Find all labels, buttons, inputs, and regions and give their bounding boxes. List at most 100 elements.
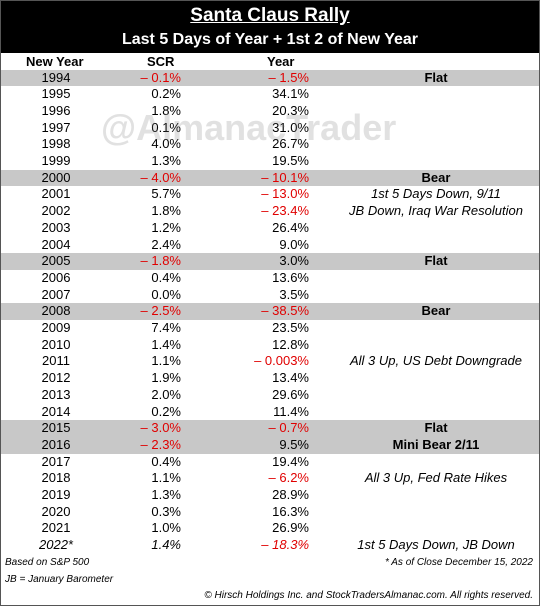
year-change-cell: – 6.2%	[268, 470, 309, 486]
year-change-cell: 9.5%	[279, 436, 309, 452]
scr-cell: – 3.0%	[140, 420, 181, 436]
year-change-cell: – 10.1%	[261, 169, 309, 185]
year-change-cell: 29.6%	[272, 386, 309, 402]
table-row: 2008 – 2.5% – 38.5% Bear	[1, 303, 539, 320]
scr-cell: 1.8%	[151, 102, 181, 118]
column-header: New Year	[26, 54, 84, 69]
scr-cell: 0.4%	[151, 269, 181, 285]
footer-legend: JB = January Barometer	[5, 574, 114, 585]
year-change-cell: – 1.5%	[268, 69, 309, 85]
year-cell: 2005	[41, 253, 71, 269]
table-row: 2022* 1.4% – 18.3% 1st 5 Days Down, JB Down	[1, 537, 539, 554]
year-cell: 2001	[41, 186, 71, 202]
table-row: 2007 0.0% 3.5%	[1, 287, 539, 304]
year-change-cell: 13.4%	[272, 370, 309, 386]
year-change-cell: 16.3%	[272, 503, 309, 519]
year-cell: 2006	[41, 269, 71, 285]
scr-cell: 2.4%	[151, 236, 181, 252]
year-cell: 2014	[41, 403, 71, 419]
column-header: Year	[267, 54, 295, 69]
table-row: 2009 7.4% 23.5%	[1, 320, 539, 337]
table-row: 2006 0.4% 13.6%	[1, 270, 539, 287]
year-cell: 2003	[41, 219, 71, 235]
note-cell: 1st 5 Days Down, 9/11	[371, 186, 501, 202]
scr-cell: 1.8%	[151, 203, 181, 219]
year-change-cell: 20.3%	[272, 102, 309, 118]
year-change-cell: 3.5%	[279, 286, 309, 302]
scr-cell: 4.0%	[151, 136, 181, 152]
scr-cell: 0.2%	[151, 86, 181, 102]
note-cell: Bear	[421, 303, 451, 319]
scr-cell: 1.4%	[151, 336, 181, 352]
year-change-cell: 28.9%	[272, 487, 309, 502]
scr-cell: 1.0%	[151, 520, 181, 536]
year-change-cell: 26.9%	[272, 520, 309, 536]
note-cell: All 3 Up, US Debt Downgrade	[350, 353, 522, 369]
year-cell: 2010	[41, 336, 71, 352]
scr-cell: 7.4%	[151, 320, 181, 335]
year-cell: 2021	[41, 520, 71, 536]
year-cell: 2000	[41, 169, 71, 185]
table-row: 2012 1.9% 13.4%	[1, 370, 539, 387]
watermark: @AlmanacTrader	[101, 107, 397, 148]
year-change-cell: – 18.3%	[261, 537, 309, 553]
scr-cell: 2.0%	[151, 386, 181, 402]
table-row: 2018 1.1% – 6.2% All 3 Up, Fed Rate Hikes	[1, 470, 539, 487]
scr-cell: 1.1%	[151, 353, 181, 369]
scr-cell: – 4.0%	[140, 169, 181, 185]
year-change-cell: 9.0%	[279, 236, 309, 252]
table-row: 2001 5.7% – 13.0% 1st 5 Days Down, 9/11	[1, 186, 539, 203]
year-cell: 2007	[41, 286, 71, 302]
footer-asof: * As of Close December 15, 2022	[384, 557, 533, 568]
year-change-cell: – 0.7%	[268, 420, 309, 436]
note-cell: Bear	[421, 169, 451, 185]
scr-cell: 1.3%	[151, 153, 181, 168]
scr-cell: 1.4%	[151, 537, 181, 553]
table-row: 2013 2.0% 29.6%	[1, 387, 539, 404]
note-cell: 1st 5 Days Down, JB Down	[357, 537, 515, 553]
table-row: 1996 1.8% 20.3%	[1, 103, 539, 120]
table-row: 2005 – 1.8% 3.0% Flat	[1, 253, 539, 270]
year-change-cell: 23.5%	[272, 320, 309, 335]
year-change-cell: 12.8%	[272, 336, 309, 352]
scr-cell: 1.1%	[151, 470, 181, 486]
header: Santa Claus Rally Last 5 Days of Year + …	[1, 1, 539, 53]
year-change-cell: 26.7%	[272, 136, 309, 152]
scr-cell: 1.9%	[151, 370, 181, 386]
year-cell: 2020	[41, 503, 71, 519]
year-change-cell: 26.4%	[272, 219, 309, 235]
table-row: 2021 1.0% 26.9%	[1, 520, 539, 537]
year-change-cell: 19.4%	[272, 453, 309, 469]
scr-cell: 1.2%	[151, 219, 181, 235]
year-cell: 1995	[41, 86, 71, 102]
note-cell: Flat	[424, 420, 448, 436]
year-cell: 2019	[41, 487, 71, 502]
table-row: 2010 1.4% 12.8%	[1, 337, 539, 354]
year-change-cell: – 38.5%	[261, 303, 309, 319]
year-change-cell: 3.0%	[279, 253, 309, 269]
scr-cell: 0.3%	[151, 503, 181, 519]
note-cell: All 3 Up, Fed Rate Hikes	[364, 470, 508, 486]
year-cell: 2017	[41, 453, 71, 469]
subtitle: Last 5 Days of Year + 1st 2 of New Year	[121, 31, 418, 48]
year-change-cell: – 0.003%	[254, 353, 309, 369]
table-row: 2017 0.4% 19.4%	[1, 454, 539, 471]
table-row: 2015 – 3.0% – 0.7% Flat	[1, 420, 539, 437]
year-cell: 2011	[42, 353, 70, 369]
year-change-cell: 13.6%	[272, 269, 309, 285]
title: Santa Claus Rally	[190, 5, 350, 26]
table-row: 1999 1.3% 19.5%	[1, 153, 539, 170]
scr-cell: 0.1%	[151, 119, 181, 135]
year-cell: 2004	[41, 236, 71, 252]
year-cell: 2008	[41, 303, 71, 319]
year-cell: 1996	[41, 102, 71, 118]
table-row: 1994 – 0.1% – 1.5% Flat	[1, 69, 539, 87]
year-change-cell: 11.4%	[273, 403, 309, 419]
footer-source: Based on S&P 500	[5, 557, 90, 568]
table-row: 2003 1.2% 26.4%	[1, 220, 539, 237]
year-cell: 1994	[41, 69, 71, 85]
scr-cell: – 2.5%	[140, 303, 181, 319]
table-row: 2016 – 2.3% 9.5% Mini Bear 2/11	[1, 436, 539, 454]
year-change-cell: 19.5%	[272, 153, 309, 168]
